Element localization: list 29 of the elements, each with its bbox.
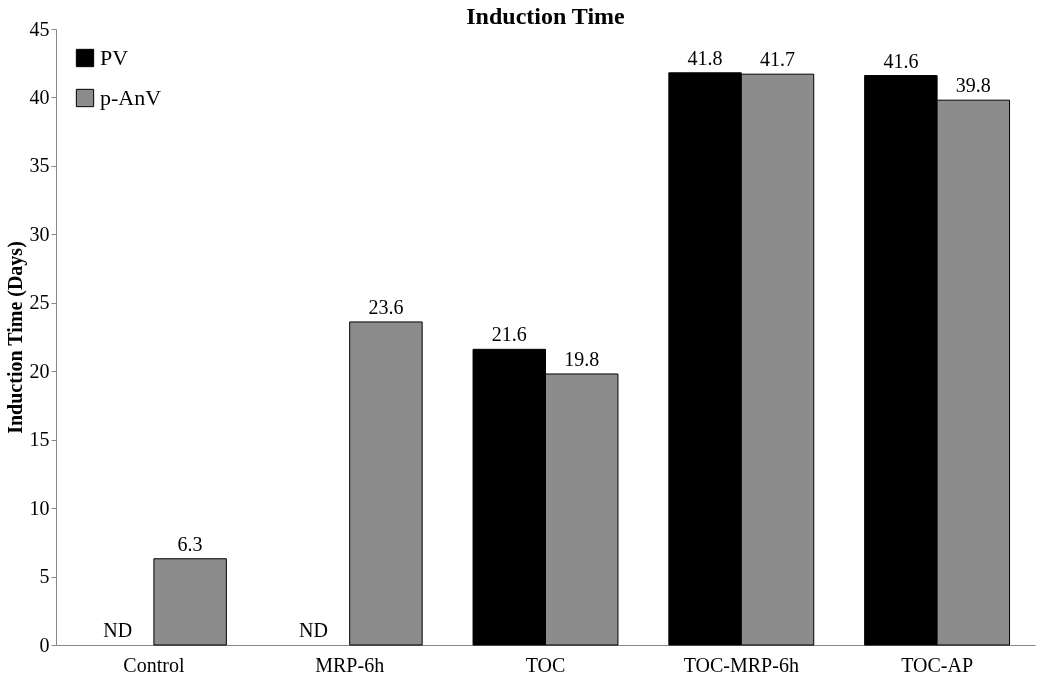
data-label: 23.6	[368, 295, 404, 318]
y-tick-label: 20	[29, 359, 50, 382]
y-axis-title: Induction Time (Days)	[3, 241, 27, 434]
y-tick-label: 45	[29, 17, 50, 40]
data-label: 19.8	[564, 347, 600, 370]
legend-label: p-AnV	[100, 85, 162, 110]
x-tick-label: MRP-6h	[315, 653, 385, 676]
data-label: 41.8	[687, 46, 723, 69]
x-tick-label: TOC-MRP-6h	[683, 653, 799, 676]
x-tick-label: TOC-AP	[901, 653, 974, 676]
y-tick-label: 5	[39, 565, 50, 588]
y-tick-label: 25	[29, 291, 50, 314]
y-tick-label: 40	[29, 85, 50, 108]
y-tick-label: 30	[29, 222, 50, 245]
x-tick-label: TOC	[525, 653, 566, 676]
data-label: 6.3	[177, 532, 203, 555]
chart-title: Induction Time	[466, 3, 626, 29]
data-label: 21.6	[491, 323, 527, 346]
y-tick-label: 35	[29, 154, 50, 177]
x-tick-label: Control	[123, 653, 185, 676]
text: ND	[103, 619, 133, 641]
data-label: 39.8	[955, 74, 991, 97]
y-tick-label: 0	[39, 633, 50, 656]
data-label: 41.7	[760, 48, 796, 71]
y-tick-label: 15	[29, 428, 50, 451]
data-label: 41.6	[883, 49, 919, 72]
legend-label: PV	[100, 45, 129, 70]
y-tick-label: 10	[29, 496, 50, 519]
text: ND	[299, 619, 328, 641]
